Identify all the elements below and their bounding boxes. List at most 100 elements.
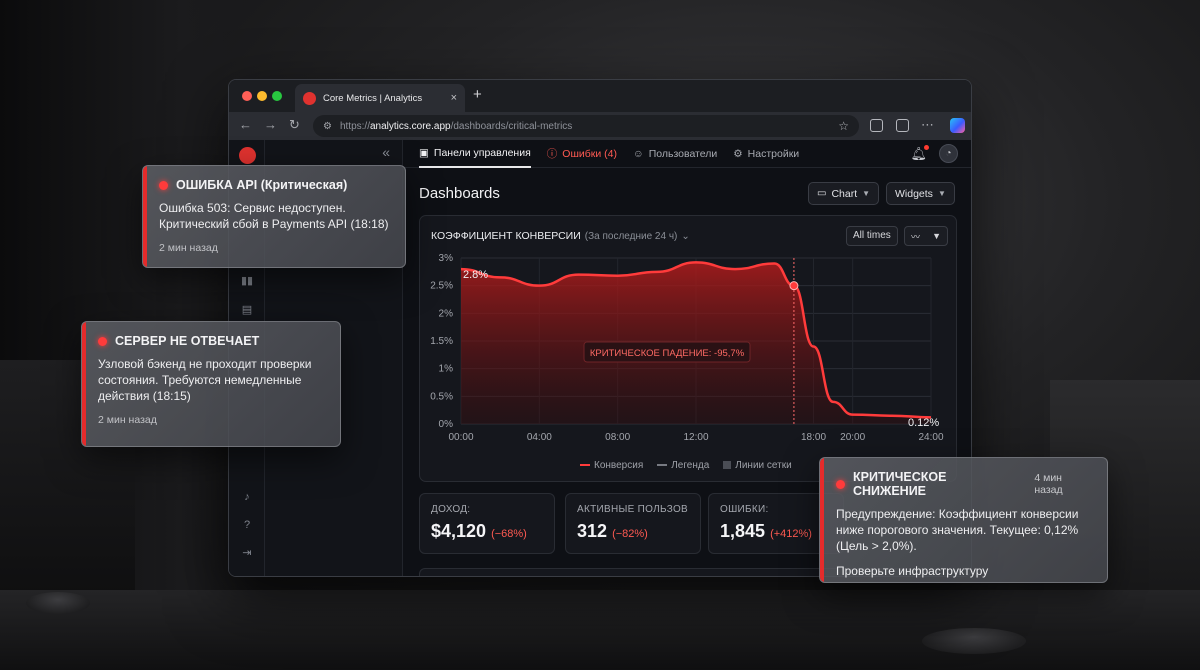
y-tick-label: 3% bbox=[439, 253, 454, 264]
widgets-button-label: Widgets bbox=[895, 187, 933, 200]
bookmark-star-icon[interactable]: ☆ bbox=[838, 119, 849, 133]
notification-time: 2 мин назад bbox=[159, 242, 218, 254]
bell-icon[interactable]: 🔔︎ bbox=[910, 146, 927, 161]
chart-type-toggle[interactable]: 〰 ▼ bbox=[904, 226, 948, 246]
legend-item-legend[interactable]: Легенда bbox=[657, 460, 709, 471]
legend-item-conversion[interactable]: Конверсия bbox=[580, 460, 643, 471]
x-tick-label: 08:00 bbox=[605, 432, 630, 443]
extensions-icon[interactable]: ⋯ bbox=[921, 117, 934, 132]
tab-errors[interactable]: ⓘ Ошибки (4) bbox=[547, 140, 617, 168]
conversion-chart-card: КОЭФФИЦИЕНТ КОНВЕРСИИ (За последние 24 ч… bbox=[419, 215, 957, 482]
start-value-label: 2.8% bbox=[463, 269, 488, 281]
x-tick-label: 00:00 bbox=[448, 432, 473, 443]
tab-label: Ошибки (4) bbox=[562, 147, 617, 160]
x-tick-label: 24:00 bbox=[918, 432, 943, 443]
reports-icon[interactable]: ▤ bbox=[241, 304, 253, 316]
range-button[interactable]: All times bbox=[846, 226, 898, 246]
notification-time: 4 мин назад bbox=[1034, 472, 1063, 496]
collapse-sidebar-icon[interactable]: « bbox=[382, 144, 390, 160]
server-down-notification[interactable]: СЕРВЕР НЕ ОТВЕЧАЕТ Узловой бэкенд не про… bbox=[81, 321, 341, 447]
stat-value: 1,845 (+412%) bbox=[720, 521, 812, 541]
y-tick-label: 1% bbox=[439, 364, 454, 375]
gear-icon: ⚙ bbox=[733, 147, 743, 160]
alert-dot-icon bbox=[159, 180, 168, 190]
chevron-down-icon[interactable]: ▼ bbox=[932, 231, 941, 241]
widgets-button[interactable]: Widgets ▼ bbox=[886, 182, 955, 205]
avatar[interactable]: ◔ bbox=[939, 144, 958, 163]
critical-drop-notification[interactable]: КРИТИЧЕСКОЕ СНИЖЕНИЕ 4 мин назад Предупр… bbox=[819, 457, 1108, 583]
new-tab-button[interactable]: + bbox=[473, 86, 482, 103]
x-tick-label: 04:00 bbox=[527, 432, 552, 443]
y-tick-label: 2% bbox=[439, 308, 454, 319]
stat-card-revenue[interactable]: ДОХОД: $4,120 (−68%) bbox=[419, 493, 555, 554]
dashboard-icon: ▣ bbox=[419, 146, 429, 159]
conversion-chart: 3% 2.5% 2% 1.5% 1% 0.5% 0% 00:00 04:00 08:00 12:0… bbox=[430, 253, 944, 443]
chart-subtitle: (За последние 24 ч) bbox=[584, 231, 678, 242]
back-icon[interactable]: ← bbox=[239, 117, 252, 132]
tab-users[interactable]: ☺ Пользователи bbox=[633, 140, 717, 168]
tab-dashboards[interactable]: ▣ Панели управления bbox=[419, 140, 531, 168]
chevron-down-icon[interactable]: ⌄ bbox=[681, 231, 690, 242]
notification-title: ОШИБКА API (Критическая) bbox=[159, 178, 391, 192]
site-info-icon[interactable]: ⚙ bbox=[323, 120, 332, 132]
x-tick-label: 12:00 bbox=[683, 432, 708, 443]
background-puck bbox=[26, 592, 90, 614]
y-tick-label: 1.5% bbox=[430, 336, 453, 347]
conversion-line bbox=[460, 261, 932, 419]
alert-dot-icon bbox=[98, 336, 107, 346]
line-chart-icon[interactable]: 〰 bbox=[911, 231, 921, 242]
logout-icon[interactable]: ⇥ bbox=[242, 547, 252, 559]
legend-item-gridlines[interactable]: Линии сетки bbox=[723, 460, 792, 471]
bar-chart-icon[interactable]: ▮▮ bbox=[240, 275, 254, 287]
top-nav: ▣ Панели управления ⓘ Ошибки (4) ☺ Польз… bbox=[403, 140, 971, 168]
chart-button[interactable]: ▭ Chart ▼ bbox=[808, 182, 880, 205]
chevron-down-icon: ▼ bbox=[862, 189, 871, 198]
users-icon: ☺ bbox=[632, 147, 644, 160]
calendar-icon: ▭ bbox=[817, 188, 827, 199]
y-tick-label: 0.5% bbox=[430, 391, 453, 402]
maximize-window-button[interactable] bbox=[272, 91, 282, 101]
background-desk bbox=[0, 590, 1200, 670]
marker-point[interactable] bbox=[789, 281, 799, 291]
address-bar: ← → ↻ ⚙ https://analytics.core.app/dashb… bbox=[229, 112, 971, 140]
chart-button-label: Chart bbox=[831, 187, 858, 200]
stat-card-active-users[interactable]: АКТИВНЫЕ ПОЛЬЗОВ 312 (−82%) bbox=[565, 493, 701, 554]
reload-icon[interactable]: ↻ bbox=[289, 117, 300, 132]
notification-title: СЕРВЕР НЕ ОТВЕЧАЕТ bbox=[98, 334, 326, 348]
notification-body: Узловой бэкенд не проходит проверки сост… bbox=[98, 357, 312, 403]
close-tab-icon[interactable]: × bbox=[450, 92, 457, 104]
unread-indicator bbox=[924, 145, 929, 150]
y-tick-label: 0% bbox=[439, 419, 454, 430]
tab-settings[interactable]: ⚙ Настройки bbox=[733, 140, 799, 168]
notification-body: Ошибка 503: Сервис недоступен. Критическ… bbox=[159, 201, 389, 231]
reading-list-icon[interactable] bbox=[870, 119, 883, 132]
split-view-icon[interactable] bbox=[896, 119, 909, 132]
stat-label: ДОХОД: bbox=[431, 504, 471, 515]
tab-label: Пользователи bbox=[648, 147, 718, 160]
copilot-icon[interactable] bbox=[950, 118, 965, 133]
notification-action[interactable]: Проверьте инфраструктуру bbox=[836, 564, 989, 578]
notification-title: КРИТИЧЕСКОЕ СНИЖЕНИЕ 4 мин назад bbox=[836, 470, 1093, 498]
notification-body: Предупреждение: Коэффициент конверсии ни… bbox=[836, 507, 1079, 553]
x-tick-label: 18:00 bbox=[801, 432, 826, 443]
minimize-window-button[interactable] bbox=[257, 91, 267, 101]
notification-time: 2 мин назад bbox=[98, 414, 157, 426]
close-window-button[interactable] bbox=[242, 91, 252, 101]
forward-icon[interactable]: → bbox=[264, 117, 277, 132]
app-logo-icon[interactable] bbox=[239, 147, 256, 164]
card-title: КОЭФФИЦИЕНТ КОНВЕРСИИ (За последние 24 ч… bbox=[431, 230, 690, 242]
annotation-label: КРИТИЧЕСКОЕ ПАДЕНИЕ: -95,7% bbox=[590, 348, 745, 359]
tab-label: Настройки bbox=[747, 147, 800, 160]
tab-label: Панели управления bbox=[433, 146, 531, 159]
chart-legend: Конверсия Легенда Линии сетки bbox=[580, 460, 792, 471]
chevron-down-icon: ▼ bbox=[937, 189, 946, 198]
help-icon[interactable]: ? bbox=[243, 519, 251, 531]
x-tick-label: 20:00 bbox=[840, 432, 865, 443]
api-error-notification[interactable]: ОШИБКА API (Критическая) Ошибка 503: Сер… bbox=[142, 165, 406, 268]
page-title: Dashboards bbox=[419, 185, 500, 202]
url-field[interactable]: ⚙ https://analytics.core.app/dashboards/… bbox=[313, 115, 859, 137]
end-value-label: 0.12% bbox=[908, 417, 939, 429]
browser-tab[interactable]: Core Metrics | Analytics × bbox=[295, 84, 465, 112]
background-puck bbox=[922, 628, 1026, 654]
notifications-icon[interactable]: ♪ bbox=[244, 491, 250, 503]
